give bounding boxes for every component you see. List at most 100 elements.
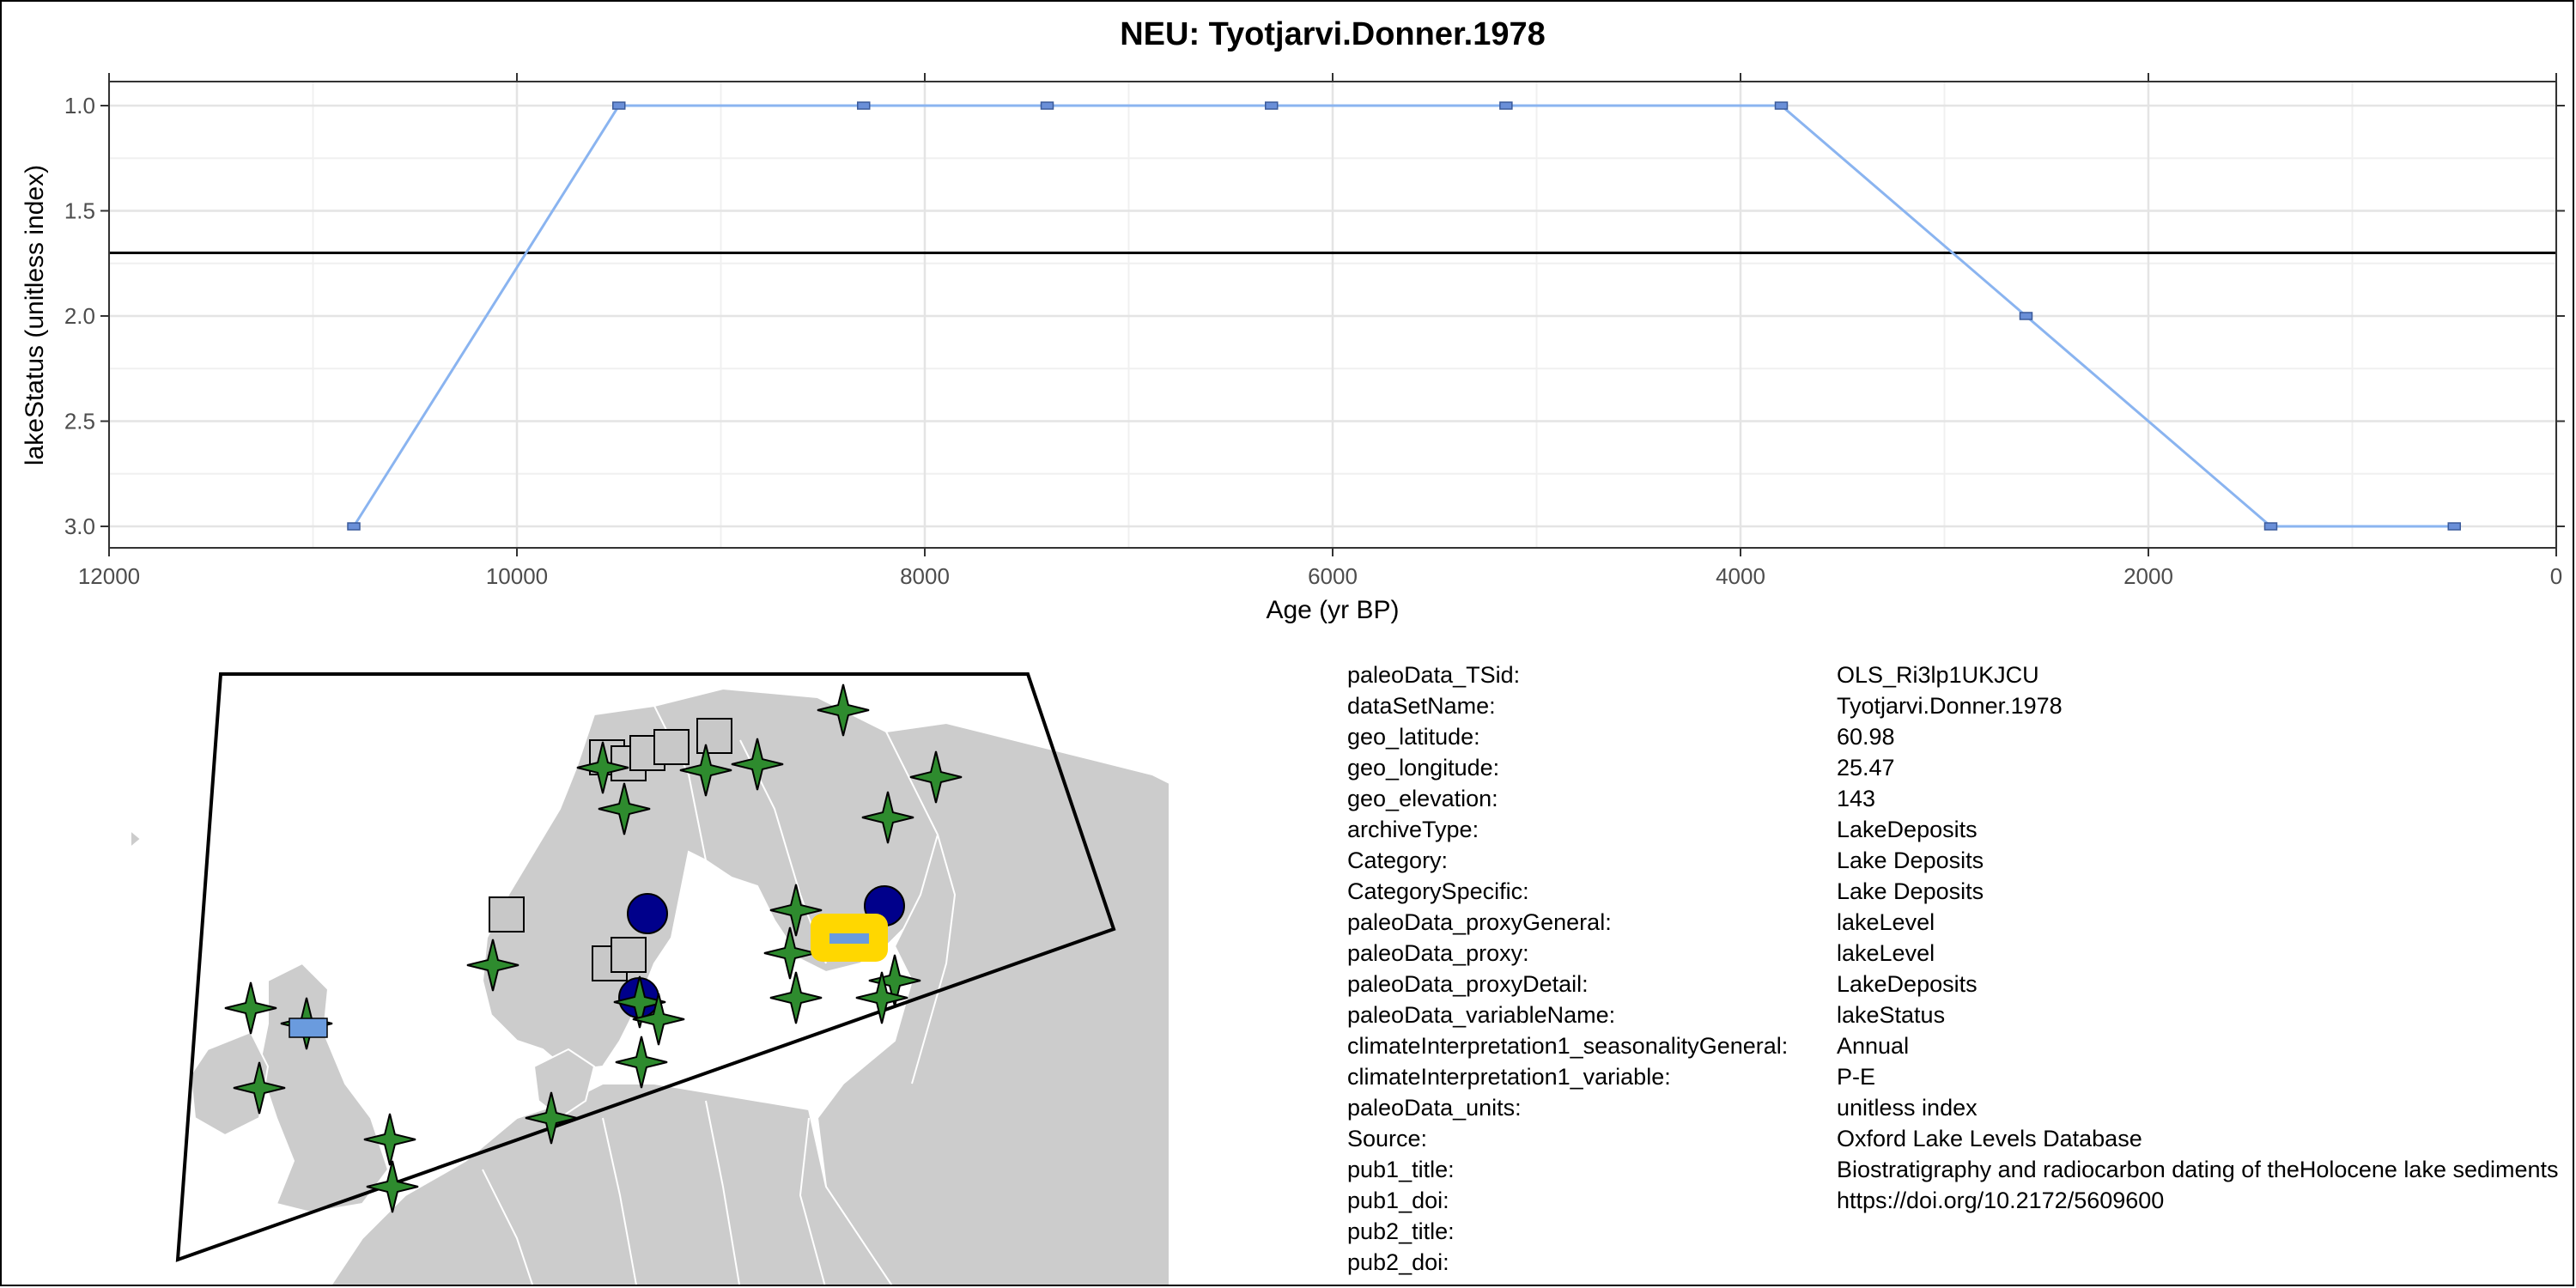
star-marker: [769, 971, 823, 1024]
data-point: [2447, 522, 2461, 531]
x-tick-label: 12000: [78, 563, 140, 589]
y-tick-label: 1.5: [64, 198, 95, 224]
metadata-value: P-E: [1837, 1064, 1876, 1090]
metadata-value: Annual: [1837, 1033, 1910, 1059]
star-marker: [615, 1036, 668, 1089]
metadata-key: pub1_title:: [1347, 1157, 1455, 1182]
star-marker: [366, 1160, 419, 1213]
star-marker: [233, 1061, 286, 1115]
metadata-key: paleoData_units:: [1347, 1095, 1522, 1121]
square-marker: [489, 896, 525, 933]
x-tick-label: 2000: [2123, 563, 2173, 589]
star-marker: [855, 971, 908, 1024]
metadata-value: lakeLevel: [1837, 909, 1935, 935]
metadata-value: Lake Deposits: [1837, 878, 1984, 904]
star-marker: [598, 782, 651, 835]
metadata-value: Tyotjarvi.Donner.1978: [1837, 693, 2063, 719]
y-tick-label: 2.5: [64, 409, 95, 434]
data-point: [347, 522, 361, 531]
series-layer: [347, 101, 2461, 531]
x-tick-label: 4000: [1716, 563, 1765, 589]
data-point: [1265, 101, 1279, 110]
metadata-key: climateInterpretation1_variable:: [1347, 1064, 1671, 1090]
star-marker: [525, 1091, 578, 1145]
selected-site-marker: [829, 933, 869, 944]
star-marker: [679, 744, 732, 797]
metadata-key: paleoData_proxyDetail:: [1347, 971, 1589, 997]
chart-title: NEU: Tyotjarvi.Donner.1978: [1120, 16, 1546, 52]
metadata-key: archiveType:: [1347, 817, 1479, 842]
metadata-key: paleoData_TSid:: [1347, 662, 1521, 688]
square-marker: [696, 718, 732, 754]
metadata-key: geo_longitude:: [1347, 755, 1500, 781]
metadata-key: pub1_doi:: [1347, 1188, 1449, 1213]
star-marker: [576, 741, 629, 794]
metadata-key: CategorySpecific:: [1347, 878, 1529, 904]
land-iceland-tip: [130, 828, 143, 850]
metadata-value: lakeStatus: [1837, 1002, 1946, 1028]
y-tick-label: 2.0: [64, 303, 95, 329]
timeseries-chart: NEU: Tyotjarvi.Donner.1978 12000 10000 800…: [21, 16, 2565, 624]
x-axis-label: Age (yr BP): [1266, 596, 1399, 624]
star-marker: [861, 791, 914, 844]
metadata-key: geo_elevation:: [1347, 786, 1498, 811]
data-point: [1499, 101, 1513, 110]
data-point: [2263, 522, 2278, 531]
star-marker: [909, 750, 963, 804]
metadata-key: pub2_doi:: [1347, 1249, 1449, 1275]
star-marker: [817, 683, 870, 737]
metadata-value: LakeDeposits: [1837, 817, 1978, 842]
metadata-key: Category:: [1347, 848, 1449, 873]
metadata-value: https://doi.org/10.2172/5609600: [1837, 1188, 2165, 1213]
y-axis-label: lakeStatus (unitless index): [21, 165, 49, 465]
metadata-value: OLS_Ri3lp1UKJCU: [1837, 662, 2039, 688]
metadata-value: Oxford Lake Levels Database: [1837, 1126, 2142, 1151]
star-marker: [466, 939, 519, 992]
metadata-value: unitless index: [1837, 1095, 1978, 1121]
site-marker: [289, 1018, 328, 1038]
star-marker: [363, 1113, 416, 1166]
metadata-value: 60.98: [1837, 724, 1895, 750]
data-point: [1774, 101, 1789, 110]
metadata-key: dataSetName:: [1347, 693, 1496, 719]
data-point: [612, 101, 626, 110]
metadata-value: lakeLevel: [1837, 940, 1935, 966]
data-point: [2019, 312, 2033, 320]
grid: [107, 82, 2558, 548]
star-marker: [731, 738, 784, 791]
metadata-table: paleoData_TSid: OLS_Ri3lp1UKJCU dataSetNam…: [1347, 659, 2573, 1285]
data-point: [1040, 101, 1054, 110]
x-tick-label: 6000: [1308, 563, 1358, 589]
metadata-value: Biostratigraphy and radiocarbon dating o…: [1837, 1157, 2559, 1182]
metadata-key: climateInterpretation1_seasonalityGenera…: [1347, 1033, 1789, 1059]
metadata-key: pub2_title:: [1347, 1218, 1455, 1244]
metadata-value: 143: [1837, 786, 1876, 811]
star-marker: [613, 975, 666, 1029]
star-marker: [632, 993, 685, 1046]
x-tick-label: 8000: [900, 563, 950, 589]
metadata-key: paleoData_variableName:: [1347, 1002, 1616, 1028]
star-marker: [763, 927, 817, 980]
data-point: [857, 101, 871, 110]
square-marker: [611, 937, 647, 973]
site-map: [130, 672, 1170, 1285]
metadata-key: paleoData_proxy:: [1347, 940, 1529, 966]
land-continent: [330, 1083, 893, 1285]
star-marker: [224, 981, 277, 1035]
metadata-key: paleoData_proxyGeneral:: [1347, 909, 1612, 935]
metadata-value: LakeDeposits: [1837, 971, 1978, 997]
square-marker: [653, 729, 690, 765]
series-line: [352, 104, 2455, 528]
site-markers: [224, 683, 963, 1213]
y-tick-label: 1.0: [64, 93, 95, 118]
metadata-key: geo_latitude:: [1347, 724, 1480, 750]
metadata-key: Source:: [1347, 1126, 1428, 1151]
star-marker: [769, 884, 823, 937]
map-bounding-box: [175, 672, 1116, 1262]
metadata-value: Lake Deposits: [1837, 848, 1984, 873]
axes: 12000 10000 8000 6000 4000 2000 0 1.0 1.5 2.0 2.5 3…: [64, 73, 2565, 589]
circle-marker: [627, 893, 668, 934]
x-tick-label: 0: [2550, 563, 2562, 589]
y-tick-label: 3.0: [64, 513, 95, 539]
